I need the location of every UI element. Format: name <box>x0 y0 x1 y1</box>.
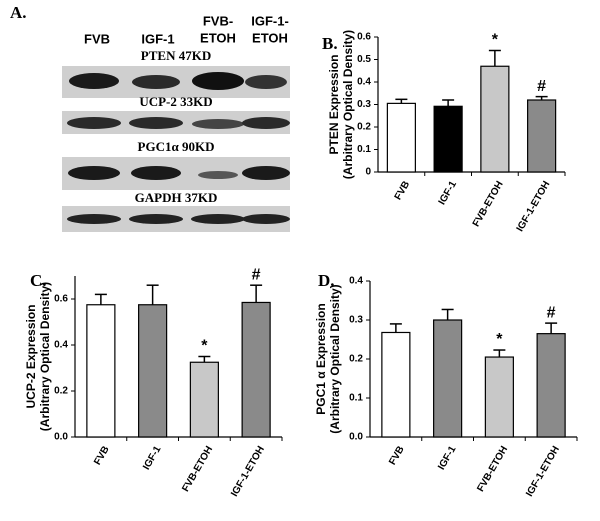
blot-band <box>129 117 183 129</box>
bar <box>86 304 116 438</box>
blot-band <box>131 166 181 180</box>
bar <box>433 105 463 173</box>
blot-panel: A. FVB IGF-1 FVB- ETOH IGF-1- ETOH PTEN … <box>10 3 290 232</box>
y-axis-label: PGC1 α Expression <box>314 303 328 414</box>
x-tick-label: IGF-1-ETOH <box>229 444 267 498</box>
bar <box>138 304 168 438</box>
y-axis-label: PTEN Expression <box>327 54 341 154</box>
y-tick-label: 0.1 <box>357 144 371 155</box>
significance-marker: # <box>547 304 556 321</box>
blot-band <box>69 73 119 89</box>
y-tick-label: 0.6 <box>54 294 68 305</box>
significance-marker: * <box>496 331 503 348</box>
blot-band <box>67 117 121 129</box>
x-tick-label: FVB-ETOH <box>180 444 215 494</box>
blot-band <box>129 214 183 224</box>
panel-label: D. <box>318 271 335 290</box>
band-label: UCP-2 33KD <box>139 94 212 109</box>
blot-band <box>67 214 121 224</box>
bar-chart: B.PTEN Expression (Arbitrary Optical Dens… <box>322 30 566 234</box>
column-header: ETOH <box>200 30 236 45</box>
y-tick-label: 0.0 <box>54 432 68 443</box>
significance-marker: * <box>492 32 499 49</box>
x-tick-label: FVB-ETOH <box>471 179 506 229</box>
blot-band <box>242 117 290 129</box>
panel-label: C. <box>30 271 47 290</box>
bar <box>386 102 416 173</box>
x-tick-label: FVB-ETOH <box>475 444 510 494</box>
x-tick-label: FVB <box>393 179 413 202</box>
blot-band <box>191 214 245 224</box>
y-tick-label: 0.3 <box>357 99 371 110</box>
x-tick-label: FVB <box>387 444 407 467</box>
column-header: IGF-1- <box>251 13 289 28</box>
bar <box>527 99 557 173</box>
bar <box>484 356 514 438</box>
x-tick-label: IGF-1-ETOH <box>524 444 562 498</box>
y-tick-label: 0.4 <box>349 276 363 287</box>
bar <box>433 319 463 438</box>
y-tick-label: 0.2 <box>357 122 371 133</box>
y-tick-label: 0.2 <box>349 354 363 365</box>
x-tick-label: FVB <box>92 444 112 467</box>
blot-band <box>192 119 244 129</box>
y-tick-label: 0.5 <box>357 54 371 65</box>
column-header: FVB- <box>203 13 233 28</box>
bar <box>189 361 219 438</box>
y-axis-label: (Arbitrary Optical Density) <box>341 30 355 179</box>
significance-marker: # <box>252 266 261 283</box>
y-tick-label: 0.1 <box>349 393 363 404</box>
x-tick-label: IGF-1 <box>141 444 164 472</box>
y-tick-label: 0.4 <box>357 77 371 88</box>
blot-band <box>242 214 290 224</box>
blot-band <box>245 75 287 89</box>
y-tick-label: 0.0 <box>349 432 363 443</box>
band-label: GAPDH 37KD <box>135 190 218 205</box>
band-label: PGC1α 90KD <box>138 139 215 154</box>
blot-band <box>132 75 180 89</box>
x-tick-label: IGF-1 <box>437 179 460 207</box>
y-axis-label: (Arbitrary Optical Density) <box>38 282 52 431</box>
column-header: FVB <box>84 31 110 46</box>
band-label: PTEN 47KD <box>141 48 211 63</box>
bar <box>381 331 411 438</box>
column-header: ETOH <box>252 30 288 45</box>
x-tick-label: IGF-1-ETOH <box>515 179 553 233</box>
bar <box>536 333 566 438</box>
significance-marker: # <box>537 78 546 95</box>
x-tick-label: IGF-1 <box>436 444 459 472</box>
bar-chart: D. PGC1 α Expression (Arbitrary Optical De… <box>314 271 578 499</box>
panel-label: A. <box>10 3 27 22</box>
blot-band <box>198 171 238 179</box>
y-tick-label: 0.2 <box>54 386 68 397</box>
bar <box>241 301 271 438</box>
y-axis-label: UCP-2 Expression <box>24 304 38 408</box>
y-tick-label: 0 <box>365 167 371 178</box>
blot-band <box>68 166 120 180</box>
significance-marker: * <box>201 338 208 355</box>
panel-label: B. <box>322 34 338 53</box>
y-tick-label: 0.3 <box>349 315 363 326</box>
y-axis-label: (Arbitrary Optical Density) <box>328 284 342 433</box>
bar <box>480 65 510 173</box>
bar-chart: C. UCP-2 Expression (Arbitrary Optical Den… <box>24 266 283 499</box>
y-tick-label: 0.4 <box>54 340 68 351</box>
column-header: IGF-1 <box>141 31 174 46</box>
blot-band <box>192 72 244 90</box>
y-tick-label: 0.6 <box>357 32 371 43</box>
blot-band <box>242 166 290 180</box>
